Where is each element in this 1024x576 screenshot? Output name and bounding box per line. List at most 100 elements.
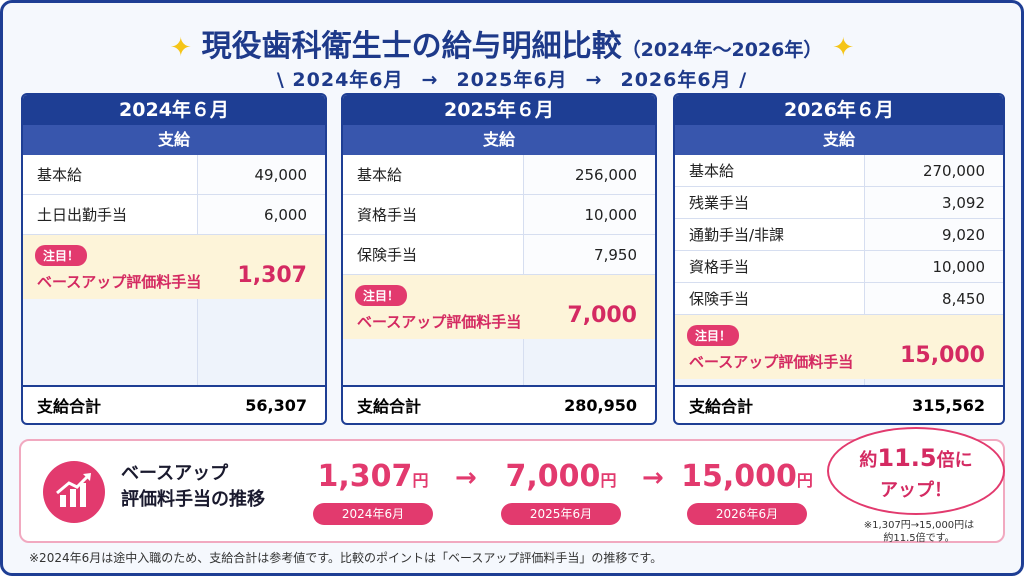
- pay-row: 資格手当 10,000: [343, 195, 655, 235]
- summary-title: ベースアップ評価料手当の推移: [121, 461, 265, 513]
- total-label: 支給合計: [37, 397, 102, 416]
- pay-label: 通勤手当/非課: [675, 219, 866, 250]
- filler: [343, 339, 655, 385]
- pay-row: 残業手当 3,092: [675, 187, 1003, 219]
- filler: [675, 379, 1003, 385]
- arrow: →: [455, 463, 477, 493]
- pay-value: 9,020: [865, 219, 1003, 250]
- total-label: 支給合計: [357, 397, 422, 416]
- ratio-bubble: 約11.5倍に アップ！: [827, 427, 1005, 515]
- step-amount: 15,000円: [672, 459, 822, 494]
- bubble-prefix: 約: [859, 450, 878, 471]
- total-value: 56,307: [245, 395, 307, 415]
- highlight-value: 15,000: [900, 343, 985, 368]
- pay-row: 基本給 270,000: [675, 155, 1003, 187]
- pay-value: 10,000: [865, 251, 1003, 282]
- summary-title-line: ベースアップ: [121, 463, 229, 484]
- card-header: 2025年６月: [343, 95, 655, 125]
- highlight-label: ベースアップ評価料手当: [689, 353, 854, 371]
- pay-row: 土日出勤手当 6,000: [23, 195, 325, 235]
- title: ✦ 現役歯科衛生士の給与明細比較（2024年～2026年） ✦: [169, 29, 855, 64]
- pay-label: 基本給: [343, 155, 524, 194]
- note-line: 約11.5倍です。: [883, 533, 955, 544]
- amount-number: 1,307: [317, 459, 413, 494]
- timeline-item: 2024年6月: [292, 69, 404, 91]
- pay-row: 基本給 49,000: [23, 155, 325, 195]
- bubble-line: アップ！: [880, 480, 952, 501]
- bubble-ratio: 11.5: [877, 444, 937, 472]
- pay-value: 6,000: [198, 195, 325, 234]
- pay-value: 49,000: [198, 155, 325, 194]
- timeline-item: 2026年6月: [620, 69, 732, 91]
- step-amount: 7,000円: [486, 459, 636, 494]
- amount-unit: 円: [600, 471, 617, 490]
- badge: 注目！: [687, 325, 740, 346]
- total-value: 315,562: [912, 395, 985, 415]
- salary-card: 2024年６月 支給 基本給 49,000 土日出勤手当 6,000 注目！ ベースアップ評価…: [21, 93, 327, 425]
- filler-cell: [343, 339, 524, 385]
- card-section: 支給: [343, 125, 655, 155]
- footnote: ※2024年6月は途中入職のため、支給合計は参考値です。比較のポイントは「ベース…: [29, 551, 663, 565]
- step-amount: 1,307円: [298, 459, 448, 494]
- note-line: ※1,307円→15,000円は: [863, 520, 975, 531]
- badge: 注目！: [35, 245, 88, 266]
- card-header: 2024年６月: [23, 95, 325, 125]
- chart-icon: [43, 461, 105, 523]
- pay-label: 資格手当: [675, 251, 866, 282]
- amount-number: 7,000: [505, 459, 601, 494]
- amount-number: 15,000: [681, 459, 797, 494]
- filler-cell: [523, 339, 655, 385]
- filler: [23, 299, 325, 385]
- pay-label: 残業手当: [675, 187, 866, 218]
- summary-title-line: 評価料手当の推移: [121, 489, 265, 510]
- card-section: 支給: [675, 125, 1003, 155]
- card-section: 支給: [23, 125, 325, 155]
- highlight-row: 注目！ ベースアップ評価料手当 15,000: [675, 315, 1003, 379]
- timeline: \ 2024年6月 → 2025年6月 → 2026年6月 /: [276, 69, 748, 91]
- badge: 注目！: [355, 285, 408, 306]
- step-date: 2025年6月: [501, 503, 621, 525]
- pay-value: 8,450: [865, 283, 1003, 314]
- pay-label: 土日出勤手当: [23, 195, 199, 234]
- pay-value: 3,092: [865, 187, 1003, 218]
- pay-label: 基本給: [23, 155, 199, 194]
- filler-cell: [23, 299, 199, 385]
- bubble-suffix: 倍に: [936, 450, 973, 471]
- title-text: 現役歯科衛生士の給与明細比較: [201, 29, 622, 64]
- highlight-value: 1,307: [237, 263, 307, 288]
- timeline-item: 2025年6月: [456, 69, 568, 91]
- total-value: 280,950: [564, 395, 637, 415]
- salary-card: 2026年６月 支給 基本給 270,000 残業手当 3,092 通勤手当/非課 9,020…: [673, 93, 1005, 425]
- pay-row: 基本給 256,000: [343, 155, 655, 195]
- pay-row: 保険手当 7,950: [343, 235, 655, 275]
- pay-value: 270,000: [865, 155, 1003, 186]
- pay-value: 256,000: [523, 155, 655, 194]
- card-header: 2026年６月: [675, 95, 1003, 125]
- filler-cell: [198, 299, 325, 385]
- pay-label: 保険手当: [675, 283, 866, 314]
- highlight-label: ベースアップ評価料手当: [37, 273, 202, 291]
- filler-cell: [865, 379, 1003, 385]
- pay-row: 資格手当 10,000: [675, 251, 1003, 283]
- highlight-value: 7,000: [567, 303, 637, 328]
- title-suffix: （2024年～2026年）: [621, 39, 823, 61]
- highlight-label: ベースアップ評価料手当: [357, 313, 522, 331]
- arrow: →: [642, 463, 664, 493]
- amount-unit: 円: [412, 471, 429, 490]
- highlight-row: 注目！ ベースアップ評価料手当 7,000: [343, 275, 655, 339]
- highlight-row: 注目！ ベースアップ評価料手当 1,307: [23, 235, 325, 299]
- pay-value: 7,950: [523, 235, 655, 274]
- total-label: 支給合計: [689, 397, 754, 416]
- step-date: 2026年6月: [687, 503, 807, 525]
- summary: ベースアップ 評価料手当の推移 1,307円 2024年6月 → 7,000円 2025年…: [19, 427, 1005, 545]
- pay-label: 資格手当: [343, 195, 524, 234]
- step-date: 2024年6月: [313, 503, 433, 525]
- salary-card: 2025年６月 支給 基本給 256,000 資格手当 10,000 保険手当 7,950 注目…: [341, 93, 657, 425]
- total-row: 支給合計 315,562: [675, 385, 1003, 423]
- total-row: 支給合計 56,307: [23, 385, 325, 423]
- amount-unit: 円: [796, 471, 813, 490]
- bubble-note: ※1,307円→15,000円は 約11.5倍です。: [839, 519, 999, 545]
- pay-row: 保険手当 8,450: [675, 283, 1003, 315]
- pay-label: 保険手当: [343, 235, 524, 274]
